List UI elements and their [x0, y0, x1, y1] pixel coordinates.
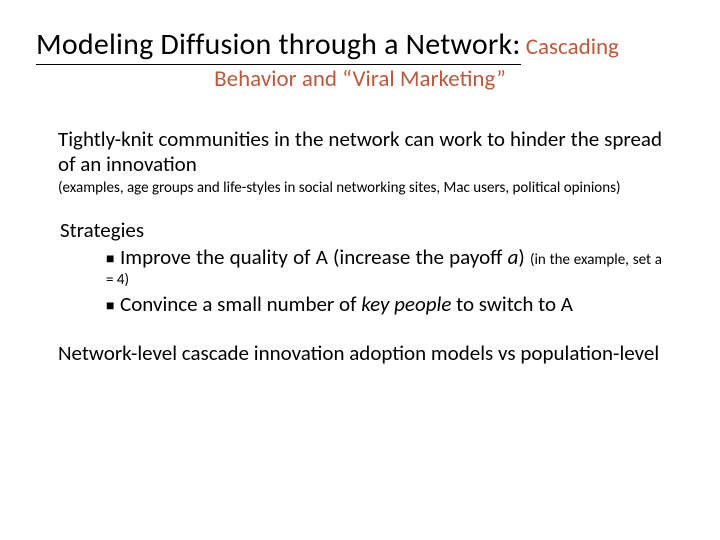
paragraph-main: Tightly-knit communities in the network …: [58, 127, 662, 177]
bullet-text-ital: key people: [361, 291, 451, 317]
title-block: Modeling Diffusion through a Network: Ca…: [36, 26, 684, 93]
bullet-text-mid: to switch to A: [451, 291, 573, 317]
bullet-text-mid: ): [518, 244, 530, 270]
title-sub-inline: Cascading: [521, 33, 619, 61]
list-item: ■Convince a small number of key people t…: [106, 292, 662, 318]
bullet-list: ■Improve the quality of A (increase the …: [58, 245, 662, 318]
paragraph-examples: (examples, age groups and life-styles in…: [58, 179, 662, 197]
bullet-text-pre: Improve the quality of A (increase the p…: [120, 244, 508, 270]
bullet-text-ital: a: [508, 244, 519, 270]
bullet-icon: ■: [106, 297, 120, 314]
title-line2: Behavior and “Viral Marketing”: [36, 65, 684, 93]
slide: Modeling Diffusion through a Network: Ca…: [0, 0, 720, 540]
strategies-label: Strategies: [58, 217, 662, 243]
list-item: ■Improve the quality of A (increase the …: [106, 245, 662, 290]
body: Tightly-knit communities in the network …: [36, 127, 684, 366]
title-line1: Modeling Diffusion through a Network: Ca…: [36, 26, 684, 63]
title-sub-line2: Behavior and “Viral Marketing”: [214, 65, 506, 93]
bullet-text-pre: Convince a small number of: [120, 291, 361, 317]
paragraph-last: Network-level cascade innovation adoptio…: [58, 341, 662, 366]
title-main: Modeling Diffusion through a Network:: [36, 26, 521, 65]
bullet-icon: ■: [106, 250, 120, 267]
